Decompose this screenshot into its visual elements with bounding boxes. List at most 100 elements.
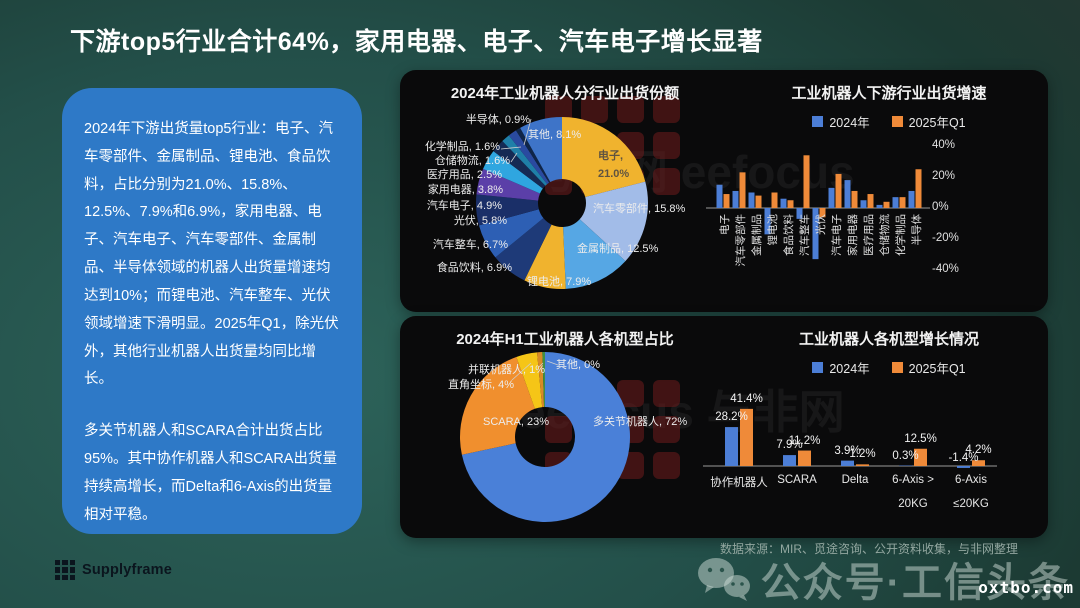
summary-panel: 2024年下游出货量top5行业：电子、汽车零部件、金属制品、锂电池、食品饮料，…: [62, 88, 362, 534]
bar: [841, 460, 854, 466]
bar: [957, 466, 970, 468]
bar: [883, 201, 890, 208]
legend-label: 2024年: [829, 116, 870, 130]
bar: [732, 190, 739, 208]
bar: [860, 200, 867, 208]
pie-label: 化学制品, 1.6%: [424, 141, 500, 153]
category-label: 锂电池: [767, 214, 779, 246]
legend-swatch: [812, 362, 824, 373]
legend-item: 2024年: [812, 358, 870, 377]
category-label: 光伏: [815, 214, 827, 235]
pie-label: 仓储物流, 1.6%: [434, 155, 510, 167]
bar: [819, 208, 826, 218]
legend-label: 2025年Q1: [908, 362, 966, 376]
bar-value-label: 3.9%: [834, 444, 861, 457]
bar: [796, 208, 803, 219]
bar: [755, 195, 762, 208]
category-label: 半导体: [911, 214, 923, 246]
data-source-note: 数据来源：MIR、觅途咨询、公开资料收集，与非网整理: [720, 542, 1018, 556]
pie-slice: [537, 352, 545, 408]
pie-label: 金属制品, 12.5%: [577, 243, 659, 255]
bar: [723, 194, 730, 208]
supplyframe-wordmark: Supplyframe: [82, 562, 173, 578]
y-tick: 40%: [932, 139, 956, 151]
legend-industry-growth: 2024年 2025年Q1: [730, 112, 1048, 131]
bar: [892, 197, 899, 208]
bar: [915, 169, 922, 208]
leader-line: [546, 360, 559, 366]
bar-value-label: 7.9%: [776, 439, 803, 452]
bar: [876, 204, 883, 208]
panel-robot-types: eefocus 与非网 2024年H1工业机器人各机型占比 工业机器人各机型增长…: [400, 316, 1048, 538]
bar: [812, 208, 819, 260]
category-label: 食品饮料: [783, 214, 795, 256]
pie-slice: [461, 352, 630, 522]
pie-label: 直角坐标, 4%: [448, 379, 515, 391]
pie-slice: [508, 130, 550, 185]
category-label: 医疗用品: [863, 214, 875, 256]
category-label: 6-Axis: [955, 474, 987, 486]
pie-slice: [516, 352, 543, 409]
bar-value-label: 12.5%: [904, 432, 937, 445]
bar: [899, 197, 906, 208]
category-label: 家用电器: [847, 214, 859, 256]
bar: [867, 194, 874, 208]
bar-value-label: 4.2%: [965, 444, 992, 457]
legend-label: 2024年: [829, 362, 870, 376]
pie-label: 并联机器人, 1%: [468, 364, 546, 376]
bar: [739, 172, 746, 208]
bar-value-label: 41.4%: [730, 392, 763, 405]
category-label: 汽车整车: [799, 214, 811, 256]
leader-line: [500, 146, 522, 150]
legend-item: 2025年Q1: [891, 358, 966, 377]
category-label: 仓储物流: [879, 214, 891, 256]
bar-value-label: -1.4%: [948, 452, 979, 464]
wechat-icon: [697, 558, 750, 601]
bar: [844, 180, 851, 208]
leader-line: [523, 118, 532, 146]
bar: [908, 190, 915, 208]
bar-value-label: 28.2%: [715, 411, 748, 424]
legend-item: 2025年Q1: [891, 112, 966, 131]
pie-slice: [524, 224, 566, 289]
bar: [835, 173, 842, 208]
pie-label: 汽车电子, 4.9%: [426, 200, 502, 212]
y-tick: 0%: [932, 201, 949, 213]
leader-line: [511, 362, 532, 381]
pie-slice: [476, 194, 539, 226]
bar: [798, 450, 811, 466]
pie-label: 食品饮料, 6.9%: [436, 262, 512, 274]
pie-slice: [563, 219, 626, 289]
supplyframe-logo: Supplyframe: [55, 560, 172, 580]
bar: [740, 408, 753, 466]
bar: [856, 464, 869, 466]
pie-slice: [476, 168, 540, 201]
leader-line: [510, 152, 518, 163]
bar: [851, 190, 858, 208]
chart-title-industry-growth: 工业机器人下游行业出货增速: [791, 85, 987, 102]
legend-swatch: [891, 362, 903, 373]
legend-type-growth: 2024年 2025年Q1: [730, 358, 1048, 377]
pie-slice: [478, 209, 544, 258]
pie-slice: [562, 117, 646, 198]
type-charts-canvas: [460, 352, 997, 522]
pie-slice: [520, 117, 562, 183]
pie-label: 汽车零部件, 15.8%: [593, 203, 686, 215]
bar: [803, 155, 810, 208]
pie-label: 其他, 0%: [556, 359, 601, 371]
wechat-watermark-text: 公众号·工信头条: [760, 561, 1070, 605]
legend-swatch: [812, 116, 824, 127]
category-label: 汽车零部件: [735, 214, 747, 267]
bar: [828, 187, 835, 208]
bar: [914, 448, 927, 466]
pie-label: 锂电池, 7.9%: [527, 276, 592, 288]
category-label: 汽车电子: [831, 214, 843, 256]
pie-label: 家用电器, 3.8%: [427, 184, 503, 196]
category-label: Delta: [841, 474, 869, 486]
pie-label: 多关节机器人, 72%: [593, 416, 688, 428]
bar: [783, 455, 796, 466]
pie-slice: [495, 218, 552, 281]
category-label: SCARA: [777, 474, 817, 486]
pie-label: SCARA, 23%: [483, 416, 550, 428]
